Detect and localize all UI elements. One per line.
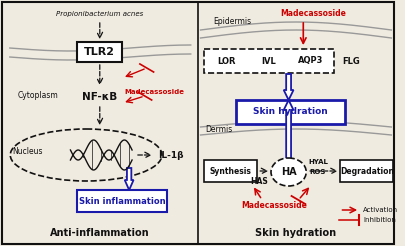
Text: IL-1β: IL-1β bbox=[158, 151, 184, 159]
Text: NF-κB: NF-κB bbox=[82, 92, 117, 102]
Text: HAS: HAS bbox=[250, 178, 268, 186]
FancyArrow shape bbox=[284, 100, 294, 165]
FancyBboxPatch shape bbox=[77, 190, 167, 212]
FancyArrow shape bbox=[284, 74, 294, 100]
Text: Dermis: Dermis bbox=[205, 125, 233, 135]
Text: Skin hydration: Skin hydration bbox=[253, 108, 328, 117]
Text: TLR2: TLR2 bbox=[84, 47, 115, 57]
Text: Skin inflammation: Skin inflammation bbox=[79, 197, 166, 205]
Text: IVL: IVL bbox=[262, 57, 277, 65]
Text: Nucleus: Nucleus bbox=[12, 148, 43, 156]
Text: HA: HA bbox=[281, 167, 296, 177]
Text: Epidermis: Epidermis bbox=[213, 17, 252, 27]
Text: Inhibition: Inhibition bbox=[363, 217, 396, 223]
FancyBboxPatch shape bbox=[2, 2, 394, 244]
Text: Degradation: Degradation bbox=[340, 167, 394, 175]
FancyBboxPatch shape bbox=[341, 160, 393, 182]
Text: Skin hydration: Skin hydration bbox=[255, 228, 336, 238]
Text: Madecassoside: Madecassoside bbox=[125, 89, 185, 95]
FancyBboxPatch shape bbox=[236, 100, 345, 124]
Text: Propionibacterium acnes: Propionibacterium acnes bbox=[56, 11, 143, 17]
FancyArrow shape bbox=[125, 168, 134, 190]
FancyBboxPatch shape bbox=[205, 49, 334, 73]
Text: HYAL: HYAL bbox=[308, 159, 328, 165]
Text: Madecassoside: Madecassoside bbox=[280, 10, 346, 18]
FancyBboxPatch shape bbox=[77, 42, 122, 62]
Text: Madecassoside: Madecassoside bbox=[241, 200, 307, 210]
Text: Synthesis: Synthesis bbox=[210, 167, 252, 175]
Text: FLG: FLG bbox=[342, 57, 360, 65]
Text: AQP3: AQP3 bbox=[298, 57, 324, 65]
Text: LOR: LOR bbox=[218, 57, 236, 65]
Text: Anti-inflammation: Anti-inflammation bbox=[50, 228, 149, 238]
Ellipse shape bbox=[271, 158, 306, 186]
FancyBboxPatch shape bbox=[205, 160, 257, 182]
Text: Cytoplasm: Cytoplasm bbox=[17, 91, 58, 99]
Text: ROS: ROS bbox=[310, 169, 326, 175]
Text: Activation: Activation bbox=[363, 207, 398, 213]
